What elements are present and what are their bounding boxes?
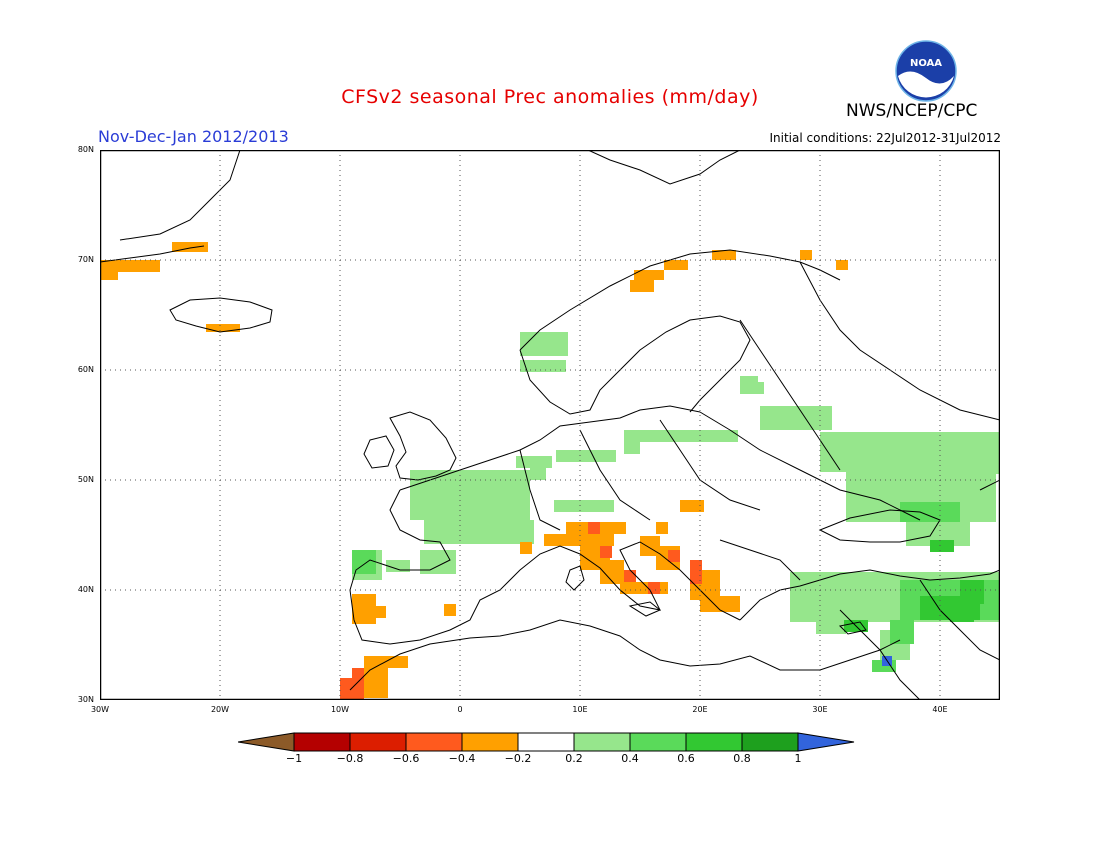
colorbar-segment [685, 732, 743, 752]
lon-label: 30W [90, 705, 110, 714]
colorbar-segment [293, 732, 351, 752]
colorbar-segment [741, 732, 799, 752]
colorbar [238, 732, 855, 752]
lon-label: 20E [692, 705, 708, 714]
colorbar-label: 1 [794, 752, 802, 765]
lon-label: 30E [812, 705, 828, 714]
colorbar-label: 0.4 [621, 752, 639, 765]
colorbar-segment [629, 732, 687, 752]
colorbar-label: −0.2 [504, 752, 532, 765]
colorbar-segment [517, 732, 575, 752]
initial-conditions: Initial conditions: 22Jul2012-31Jul2012 [769, 131, 1001, 145]
colorbar-label: 0.2 [565, 752, 583, 765]
map-grid [100, 150, 1000, 700]
forecast-period: Nov-Dec-Jan 2012/2013 [98, 127, 289, 146]
lat-label: 50N [77, 475, 94, 484]
map-title: CFSv2 seasonal Prec anomalies (mm/day) [341, 86, 759, 108]
colorbar-label: −0.6 [392, 752, 420, 765]
precip-anomaly-map [100, 150, 1000, 700]
lat-label: 30N [77, 695, 94, 704]
lat-label: 70N [77, 255, 94, 264]
colorbar-label: −0.4 [448, 752, 476, 765]
lat-label: 60N [77, 365, 94, 374]
colorbar-min-arrow [238, 732, 295, 752]
colorbar-label: −1 [285, 752, 303, 765]
coastlines [100, 150, 1000, 700]
lon-label: 40E [932, 705, 948, 714]
colorbar-segment [405, 732, 463, 752]
colorbar-max-arrow [797, 732, 855, 752]
agency-label: NWS/NCEP/CPC [846, 101, 978, 121]
lon-label: 10E [572, 705, 588, 714]
noaa-logo-text: NOAA [910, 58, 942, 69]
map-frame [100, 150, 1000, 700]
colorbar-segment [573, 732, 631, 752]
colorbar-label: 0.8 [733, 752, 751, 765]
lat-label: 80N [77, 145, 94, 154]
lon-label: 20W [210, 705, 230, 714]
colorbar-label: −0.8 [336, 752, 364, 765]
lat-label: 40N [77, 585, 94, 594]
noaa-logo: NOAA [895, 40, 957, 102]
colorbar-segment [461, 732, 519, 752]
lon-label: 10W [330, 705, 350, 714]
lon-label: 0 [457, 705, 463, 714]
colorbar-label: 0.6 [677, 752, 695, 765]
colorbar-segment [349, 732, 407, 752]
